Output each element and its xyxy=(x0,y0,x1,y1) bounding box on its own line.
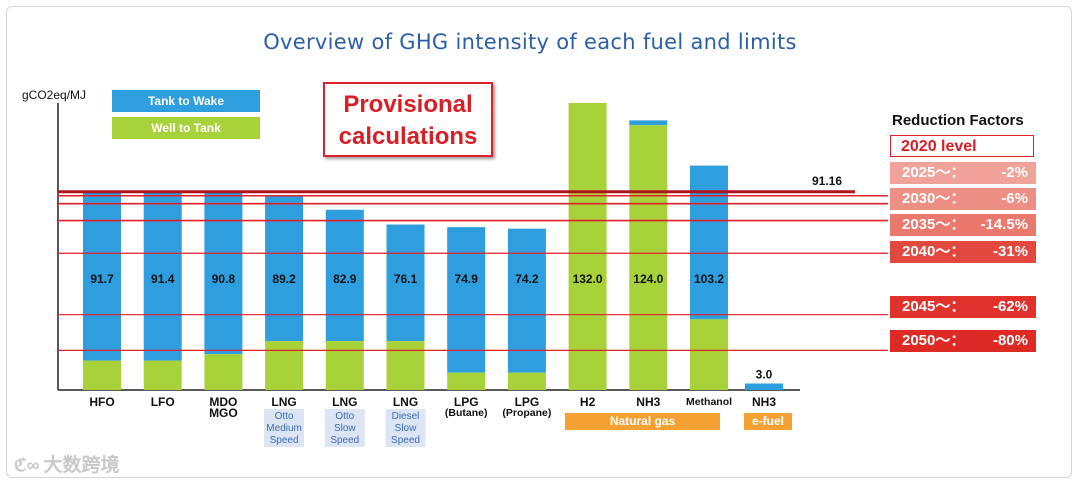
tick-label-2-1: MGO xyxy=(209,406,238,420)
tick-label-10-0: Methanol xyxy=(686,396,732,408)
tick-sub-5-0: Diesel xyxy=(392,411,420,422)
reduction-2040-pct: -31% xyxy=(992,243,1028,260)
y-axis-label: gCO2eq/MJ xyxy=(22,88,87,102)
tick-sub-4-1: Slow xyxy=(334,423,356,434)
data-label-7: 74.2 xyxy=(515,272,539,286)
reduction-2030-pct: -6% xyxy=(1001,190,1028,207)
reduction-2045-pct: -62% xyxy=(992,298,1028,315)
reduction-2025-pct: -2% xyxy=(1001,164,1028,181)
bar-well-to-tank-2 xyxy=(204,354,243,390)
provisional-note: Provisional calculations xyxy=(323,82,493,157)
reduction-2025: 2025～： -2% xyxy=(890,162,1036,184)
tick-label-7-1: (Propane) xyxy=(502,407,551,419)
chart-title: Overview of GHG intensity of each fuel a… xyxy=(263,30,797,54)
bar-tank-to-wake-5 xyxy=(386,224,425,342)
reduction-2040: 2040～： -31% xyxy=(890,241,1036,263)
efuel-tag: e-fuel xyxy=(744,413,792,430)
bar-tank-to-wake-3 xyxy=(265,196,304,342)
tick-label-4-0: LNG xyxy=(332,395,357,409)
natural-gas-tag: Natural gas xyxy=(565,413,720,430)
provisional-line-1: Provisional xyxy=(343,91,473,118)
tick-label-11-0: NH3 xyxy=(752,395,776,409)
provisional-line-2: calculations xyxy=(338,123,478,150)
tick-label-9-0: NH3 xyxy=(636,395,660,409)
bar-well-to-tank-0 xyxy=(83,360,121,390)
legend-well-to-tank: Well to Tank xyxy=(112,117,260,139)
data-label-3: 89.2 xyxy=(272,272,296,286)
bar-tank-to-wake-7 xyxy=(507,228,546,373)
level-2020-box: 2020 level xyxy=(890,135,1034,157)
reduction-2035: 2035～： -14.5% xyxy=(890,214,1036,236)
tick-sub-5-2: Speed xyxy=(391,435,420,446)
data-label-10: 103.2 xyxy=(694,272,724,286)
bar-tank-to-wake-2 xyxy=(204,192,243,355)
reduction-2040-label: 2040～： xyxy=(902,243,966,260)
tick-sub-3-0: Otto xyxy=(275,411,294,422)
reduction-2030: 2030～： -6% xyxy=(890,188,1036,210)
bar-tank-to-wake-0 xyxy=(83,190,121,361)
data-label-8: 132.0 xyxy=(573,272,603,286)
tick-label-6-0: LPG xyxy=(454,395,479,409)
watermark-logo-icon: ℭ∞ xyxy=(14,455,40,475)
bar-well-to-tank-8 xyxy=(568,103,607,390)
reduction-2025-label: 2025～： xyxy=(902,164,966,181)
bar-tank-to-wake-1 xyxy=(143,191,182,361)
tick-label-1-0: LFO xyxy=(151,395,175,409)
reduction-2035-label: 2035～： xyxy=(902,216,966,233)
reduction-2050-pct: -80% xyxy=(992,332,1028,349)
bar-tank-to-wake-6 xyxy=(447,227,486,373)
reduction-2030-label: 2030～： xyxy=(902,190,966,207)
bar-well-to-tank-10 xyxy=(690,319,728,390)
data-label-9: 124.0 xyxy=(633,272,663,286)
reduction-2045: 2045～： -62% xyxy=(890,296,1036,318)
data-label-0: 91.7 xyxy=(90,272,114,286)
tick-label-5-0: LNG xyxy=(393,395,418,409)
bar-tank-to-wake-10 xyxy=(690,165,728,320)
bar-well-to-tank-1 xyxy=(143,360,182,390)
watermark-text: 大数跨境 xyxy=(43,455,120,476)
watermark: ℭ∞ 大数跨境 xyxy=(14,450,120,477)
bar-well-to-tank-5 xyxy=(386,341,425,390)
data-label-4: 82.9 xyxy=(333,272,357,286)
bar-tank-to-wake-9 xyxy=(629,120,668,126)
reduction-2045-label: 2045～： xyxy=(902,298,966,315)
data-label-1: 91.4 xyxy=(151,272,175,286)
reduction-2050: 2050～： -80% xyxy=(890,330,1036,352)
tick-sub-3-2: Speed xyxy=(270,435,299,446)
data-label-11: 3.0 xyxy=(756,367,773,381)
tick-sub-4-2: Speed xyxy=(330,435,359,446)
tick-label-6-1: (Butane) xyxy=(445,407,488,419)
baseline-label: 91.16 xyxy=(812,174,842,188)
tick-label-7-0: LPG xyxy=(515,395,540,409)
tick-sub-box-3 xyxy=(264,409,305,447)
reduction-factors-title: Reduction Factors xyxy=(892,112,1024,129)
reduction-2050-label: 2050～： xyxy=(902,332,966,349)
data-label-5: 76.1 xyxy=(394,272,418,286)
tick-label-2-0: MDO xyxy=(209,395,237,409)
tick-sub-box-5 xyxy=(385,409,426,447)
bar-tank-to-wake-11 xyxy=(745,383,783,390)
tick-sub-5-1: Slow xyxy=(395,423,417,434)
bar-well-to-tank-9 xyxy=(629,125,668,390)
reduction-2035-pct: -14.5% xyxy=(980,216,1028,233)
bar-well-to-tank-4 xyxy=(325,341,364,390)
tick-label-8-0: H2 xyxy=(580,395,596,409)
tick-label-0-0: HFO xyxy=(89,395,114,409)
data-label-2: 90.8 xyxy=(212,272,236,286)
bar-well-to-tank-3 xyxy=(265,341,304,390)
legend-tank-to-wake: Tank to Wake xyxy=(112,90,260,112)
data-label-6: 74.9 xyxy=(455,272,479,286)
bar-tank-to-wake-4 xyxy=(325,209,364,342)
bar-well-to-tank-7 xyxy=(507,372,546,390)
tick-sub-3-1: Medium xyxy=(266,423,302,434)
tick-sub-box-4 xyxy=(324,409,365,447)
tick-label-3-0: LNG xyxy=(271,395,296,409)
tick-sub-4-0: Otto xyxy=(335,411,354,422)
bar-well-to-tank-6 xyxy=(447,372,486,390)
